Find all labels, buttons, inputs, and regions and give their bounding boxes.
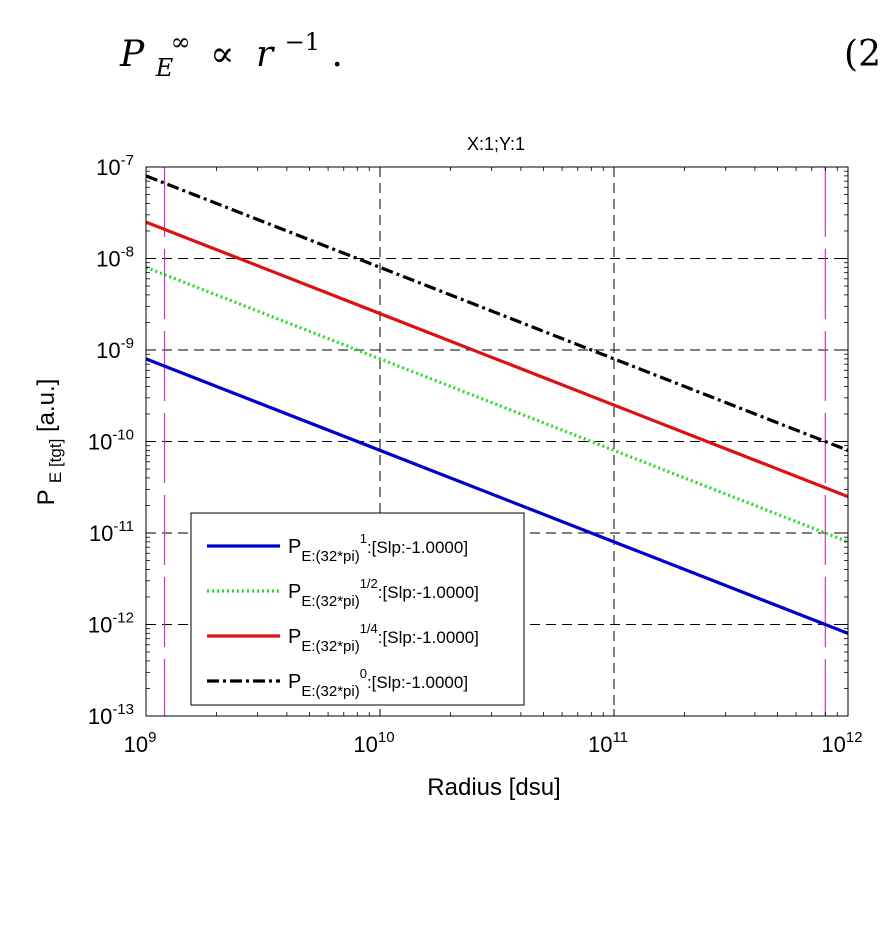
legend-label-sub: E:(32*pi) [301,638,359,655]
x-tick-base: 10 [124,732,148,757]
legend-label-main: P [288,626,301,648]
y-tick-label: 10-12 [88,610,134,638]
series-line [145,220,849,499]
legend-label-main: P [288,671,301,693]
chart-title: X:1;Y:1 [467,134,525,154]
y-tick-exponent: -12 [112,610,134,627]
x-tick-base: 10 [821,732,845,757]
legend-label-sub: E:(32*pi) [301,593,359,610]
legend-label-sub: E:(32*pi) [301,548,359,565]
svg-text:P E ∞: P E ∞ ∝ r −1 . [119,18,343,85]
equation-superscript: ∞ [171,28,191,56]
y-tick-label: 10-7 [96,152,134,180]
y-axis-label-sub: E [tgt] [46,439,65,483]
legend-label-sub: E:(32*pi) [301,683,359,700]
x-tick-label: 1010 [353,729,394,757]
equation-number: (2 [844,34,881,75]
y-tick-exponent: -9 [121,335,134,352]
x-tick-labels: 109 1010 1011 1012 [124,729,863,757]
equation-subscript: E [155,54,174,82]
y-tick-exponent: -7 [121,152,134,169]
y-tick-base: 10 [96,247,120,272]
x-tick-exponent: 10 [378,729,395,746]
y-tick-base: 10 [89,521,113,546]
y-tick-base: 10 [96,338,120,363]
legend-label-exp: 1/4 [360,621,378,636]
y-tick-base: 10 [96,155,120,180]
x-tick-base: 10 [588,732,612,757]
equation-relation: ∝ [210,34,234,75]
legend-label-tail: :[Slp:-1.0000] [367,538,468,557]
legend-label-exp: 0 [360,666,367,681]
legend: PE:(32*pi)1:[Slp:-1.0000]PE:(32*pi)1/2:[… [190,512,525,706]
legend-label-main: P [288,536,301,558]
legend-items: PE:(32*pi)1:[Slp:-1.0000]PE:(32*pi)1/2:[… [207,531,479,700]
legend-label: PE:(32*pi)0:[Slp:-1.0000] [288,666,468,700]
series-line [145,265,849,544]
tick-layer [145,166,849,717]
equation-rhs-exponent: −1 [285,28,320,56]
legend-label-exp: 1 [360,531,367,546]
equation-period: . [331,34,342,75]
y-axis-label-main: P [33,490,60,506]
legend-label-main: P [288,581,301,603]
series-layer [145,174,849,635]
legend-label: PE:(32*pi)1:[Slp:-1.0000] [288,531,468,565]
x-tick-label: 109 [124,729,157,757]
equation-base: P [119,34,145,75]
x-tick-exponent: 9 [148,729,156,746]
equation: P E ∞ ∝ r −1 . (2 [119,18,881,85]
legend-label-exp: 1/2 [360,576,378,591]
y-tick-exponent: -11 [113,518,134,535]
x-tick-label: 1012 [821,729,862,757]
x-tick-label: 1011 [588,729,628,757]
series-line [145,357,849,635]
series-line [145,174,849,452]
y-tick-label: 10-13 [88,701,134,729]
x-tick-exponent: 12 [846,729,863,746]
y-tick-base: 10 [88,704,112,729]
legend-label-tail: :[Slp:-1.0000] [378,583,479,602]
y-tick-base: 10 [88,613,112,638]
legend-label: PE:(32*pi)1/2:[Slp:-1.0000] [288,576,479,610]
y-tick-base: 10 [88,430,112,455]
x-axis-label: Radius [dsu] [427,774,560,801]
y-tick-label: 10-8 [96,244,134,272]
legend-label-tail: :[Slp:-1.0000] [378,628,479,647]
equation-rhs: r [256,34,275,75]
x-tick-base: 10 [353,732,377,757]
y-tick-exponent: -10 [112,427,134,444]
y-tick-label: 10-9 [96,335,134,363]
legend-label-tail: :[Slp:-1.0000] [367,673,468,692]
y-tick-exponent: -13 [112,701,134,718]
legend-label: PE:(32*pi)1/4:[Slp:-1.0000] [288,621,479,655]
y-axis-label-tail: [a.u.] [33,379,60,432]
y-tick-label: 10-10 [88,427,134,455]
y-tick-label: 10-11 [89,518,134,546]
x-tick-exponent: 11 [612,729,628,746]
y-tick-exponent: -8 [121,244,134,261]
y-axis-label: P E [tgt] [a.u.] [33,379,67,506]
